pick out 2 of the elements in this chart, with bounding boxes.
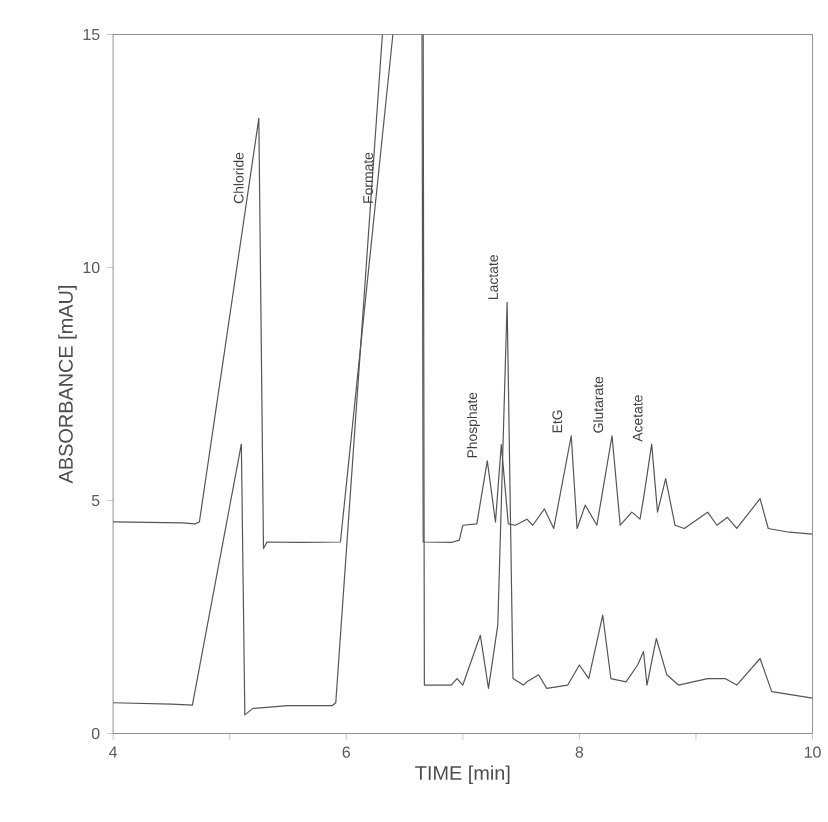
- y-axis-title: ABSORBANCE [mAU]: [58, 286, 77, 484]
- x-axis-title: TIME [min]: [415, 765, 510, 784]
